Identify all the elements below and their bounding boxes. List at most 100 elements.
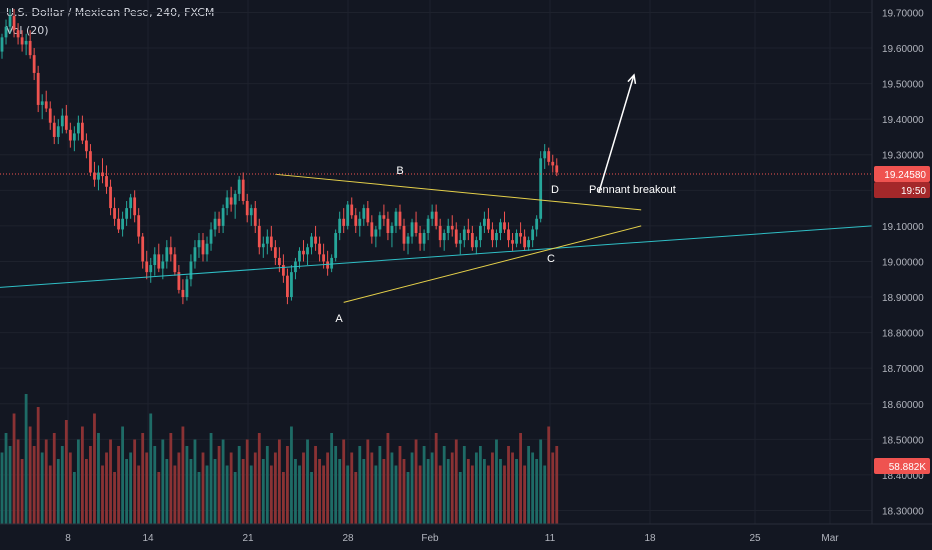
breakout-arrow xyxy=(598,74,635,193)
volume-bar xyxy=(93,413,96,524)
candle-body xyxy=(20,37,24,45)
candle-body xyxy=(358,218,362,226)
volume-bar xyxy=(60,446,64,524)
candle-body xyxy=(32,55,36,73)
volume-bar xyxy=(165,459,169,524)
volume-bar xyxy=(189,459,193,524)
candle-body xyxy=(197,240,201,248)
volume-bar xyxy=(8,446,12,524)
candle-body xyxy=(133,197,137,216)
volume-bar xyxy=(386,433,390,524)
candle-body xyxy=(414,222,418,234)
candle-body xyxy=(523,236,526,248)
volume-bar xyxy=(12,413,16,524)
candle-body xyxy=(519,233,522,237)
y-tick-label: 19.30000 xyxy=(882,151,924,162)
volume-bar xyxy=(237,446,241,524)
candle-body xyxy=(52,122,56,137)
y-tick-label: 18.50000 xyxy=(882,435,924,446)
volume-bar xyxy=(149,413,153,524)
volume-bar xyxy=(205,465,209,524)
candle-body xyxy=(68,129,72,141)
volume-bar xyxy=(334,446,338,524)
x-tick-label: 8 xyxy=(65,533,71,544)
candle-body xyxy=(12,16,16,31)
volume-bar xyxy=(28,426,32,524)
candle-body xyxy=(318,243,321,255)
candle-body xyxy=(193,247,197,262)
volume-bar xyxy=(466,459,470,524)
candle-body xyxy=(229,197,233,205)
candle-body xyxy=(422,233,426,244)
candle-body xyxy=(209,229,213,244)
volume-bar xyxy=(113,472,116,524)
volume-value-badge-text: 58.882K xyxy=(889,462,927,473)
volume-indicator-label: Vol (20) xyxy=(6,24,49,37)
x-tick-label: Feb xyxy=(421,533,439,544)
volume-bar xyxy=(36,407,40,524)
y-tick-label: 19.50000 xyxy=(882,80,924,91)
volume-bar xyxy=(346,465,350,524)
volume-bar xyxy=(495,439,498,524)
annotation-label: D xyxy=(551,184,559,196)
x-tick-label: 18 xyxy=(644,533,656,544)
volume-bar xyxy=(454,439,458,524)
volume-bar xyxy=(273,452,277,524)
volume-bar xyxy=(503,465,506,524)
volume-bar xyxy=(257,433,261,524)
volume-bar xyxy=(181,426,185,524)
volume-bar xyxy=(458,472,462,524)
volume-bar xyxy=(306,439,309,524)
y-tick-label: 18.80000 xyxy=(882,329,924,340)
volume-bar xyxy=(555,446,559,524)
candle-body xyxy=(113,208,116,219)
candle-body xyxy=(507,229,510,241)
candle-body xyxy=(149,265,153,273)
volume-bar xyxy=(137,465,141,524)
candle-body xyxy=(129,197,133,209)
annotation-label: B xyxy=(396,165,403,177)
volume-bar xyxy=(157,472,161,524)
y-tick-label: 18.30000 xyxy=(882,506,924,517)
candle-body xyxy=(354,215,358,226)
y-tick-label: 18.70000 xyxy=(882,364,924,375)
volume-bar xyxy=(185,446,189,524)
x-tick-label: Mar xyxy=(821,533,839,544)
candle-body xyxy=(24,40,28,45)
volume-bar xyxy=(523,465,526,524)
volume-bar xyxy=(434,433,438,524)
candle-body xyxy=(290,272,293,298)
volume-bar xyxy=(121,426,124,524)
candle-body xyxy=(221,208,225,226)
candle-body xyxy=(245,200,249,216)
annotation-label: Pennant breakout xyxy=(589,184,676,196)
volume-bar xyxy=(109,439,112,524)
time-axis[interactable]: 8 14 21 28 Feb 11 18 25 Mar xyxy=(65,533,839,544)
volume-bar xyxy=(358,446,362,524)
candle-body xyxy=(117,218,120,230)
volume-bar xyxy=(117,446,120,524)
candle-body xyxy=(446,225,450,234)
volume-bar xyxy=(20,459,24,524)
volume-bar xyxy=(362,459,366,524)
volume-bar xyxy=(442,446,446,524)
candle-body xyxy=(233,193,237,205)
candle-body xyxy=(213,218,217,230)
volume-bar xyxy=(197,472,201,524)
annotation-label: A xyxy=(335,313,343,325)
price-axis[interactable]: 19.70000 19.60000 19.50000 19.40000 19.30000… xyxy=(882,8,924,517)
candle-body xyxy=(430,211,434,219)
volume-bar xyxy=(330,433,334,524)
volume-bar xyxy=(491,452,494,524)
candle-body xyxy=(535,218,539,230)
candle-body xyxy=(105,176,108,187)
x-tick-label: 28 xyxy=(342,533,354,544)
candle-body xyxy=(141,236,145,262)
candle-body xyxy=(531,229,535,241)
candle-body xyxy=(72,133,76,141)
candle-body xyxy=(350,204,354,216)
volume-bar xyxy=(261,459,265,524)
candle-body xyxy=(60,115,64,127)
volume-bar xyxy=(0,452,4,524)
